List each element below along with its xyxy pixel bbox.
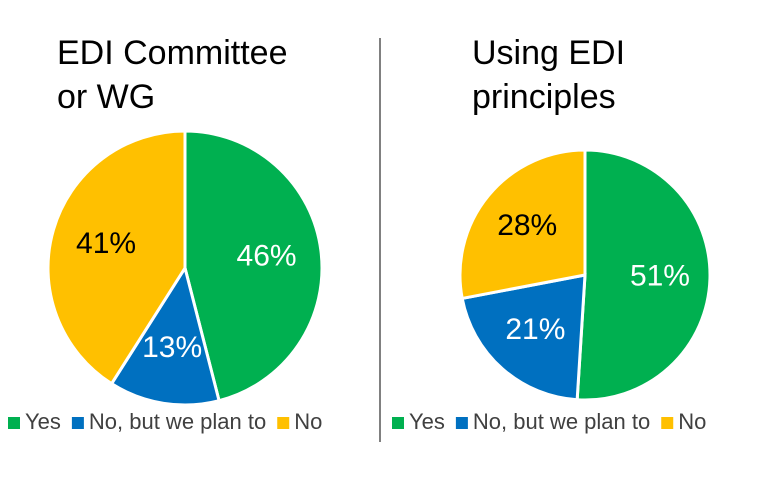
legend-swatch: [455, 417, 468, 429]
pie-slice: [575, 148, 712, 402]
pie-slice: [460, 273, 587, 402]
data-label: 51%: [630, 259, 690, 292]
legend-swatch: [277, 417, 290, 429]
legend-label: No: [678, 409, 706, 434]
legend-label: No: [294, 409, 322, 434]
legend-label: Yes: [409, 409, 445, 434]
chart-title: EDI Committee or WG: [57, 34, 288, 116]
legend-swatch: [71, 417, 84, 429]
legend-label: Yes: [25, 409, 61, 434]
pie-slice: [458, 148, 587, 301]
legend-label: No, but we plan to: [89, 409, 266, 434]
pie-slice: [46, 129, 187, 386]
data-label: 13%: [142, 331, 202, 364]
data-label: 41%: [76, 227, 136, 260]
data-label: 21%: [505, 313, 565, 346]
legend-label: No, but we plan to: [473, 409, 650, 434]
data-label: 46%: [237, 240, 297, 273]
chart-title: Using EDI principles: [472, 34, 626, 116]
legend-swatch: [661, 417, 674, 429]
legend-swatch: [392, 417, 404, 429]
data-label: 28%: [497, 209, 557, 242]
pie-slice: [109, 264, 221, 407]
legend-swatch: [8, 417, 20, 429]
pie-slice: [183, 129, 324, 403]
